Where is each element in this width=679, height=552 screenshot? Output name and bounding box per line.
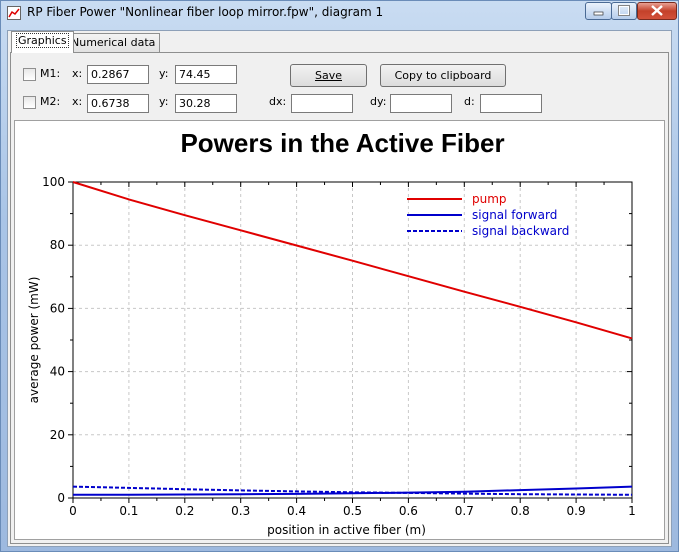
d-label: d:	[464, 95, 475, 108]
legend-label: pump	[472, 192, 507, 206]
graphics-panel: M1: x: y: M2: x: y: Save Copy to clipboa…	[10, 52, 669, 544]
maximize-button[interactable]	[611, 2, 637, 20]
m2-label: M2:	[40, 95, 61, 108]
close-button[interactable]	[637, 2, 677, 20]
x-tick-label: 0.4	[287, 504, 306, 518]
m2-y-label: y:	[159, 95, 169, 108]
chart-title: Powers in the Active Fiber	[180, 128, 504, 158]
tab-graphics-label: Graphics	[16, 33, 69, 48]
legend-label: signal forward	[472, 208, 557, 222]
y-tick-label: 80	[50, 238, 65, 252]
copy-button-label: Copy to clipboard	[394, 69, 492, 82]
x-tick-label: 0.2	[175, 504, 194, 518]
x-tick-label: 1	[628, 504, 636, 518]
m1-label: M1:	[40, 67, 61, 80]
app-icon	[7, 6, 21, 20]
x-tick-label: 0.3	[231, 504, 250, 518]
m2-checkbox[interactable]	[23, 96, 36, 109]
m2-y-field[interactable]	[175, 94, 237, 113]
close-icon	[651, 5, 663, 16]
y-tick-label: 100	[42, 175, 65, 189]
dx-field[interactable]	[291, 94, 353, 113]
minimize-button[interactable]	[585, 2, 612, 20]
m2-x-label: x:	[72, 95, 83, 108]
minimize-icon	[593, 11, 604, 16]
x-tick-label: 0.7	[455, 504, 474, 518]
title-bar[interactable]: RP Fiber Power "Nonlinear fiber loop mir…	[1, 1, 678, 25]
window-title: RP Fiber Power "Nonlinear fiber loop mir…	[27, 5, 384, 19]
d-field[interactable]	[480, 94, 542, 113]
m2-x-field[interactable]	[87, 94, 149, 113]
y-axis-label: average power (mW)	[27, 277, 41, 404]
x-tick-label: 0.5	[343, 504, 362, 518]
dx-label: dx:	[269, 95, 287, 108]
series-line-pump	[72, 181, 633, 340]
chart-svg[interactable]: Powers in the Active Fiber 0 0.1 0.2 0.3 0.4 0…	[15, 121, 664, 539]
x-tick-label: 0.1	[119, 504, 138, 518]
save-button[interactable]: Save	[290, 64, 367, 87]
copy-to-clipboard-button[interactable]: Copy to clipboard	[380, 64, 506, 87]
m1-x-label: x:	[72, 67, 83, 80]
y-tick-label: 60	[50, 301, 65, 315]
dy-label: dy:	[370, 95, 387, 108]
tab-graphics[interactable]: Graphics	[11, 31, 74, 53]
x-tick-label: 0.8	[511, 504, 530, 518]
m1-y-field[interactable]	[175, 65, 237, 84]
y-tick-label: 20	[50, 428, 65, 442]
x-tick-label: 0.6	[399, 504, 418, 518]
m1-y-label: y:	[159, 67, 169, 80]
series-line-signal-backward	[72, 485, 633, 496]
dy-field[interactable]	[390, 94, 452, 113]
m1-x-field[interactable]	[87, 65, 149, 84]
x-axis-label: position in active fiber (m)	[267, 523, 426, 537]
y-tick-label: 40	[50, 365, 65, 379]
client-area: Graphics Numerical data M1: x: y: M2: x:…	[7, 30, 672, 547]
save-button-label: Save	[314, 69, 342, 82]
legend-label: signal backward	[472, 224, 569, 238]
y-tick-label: 0	[57, 491, 65, 505]
tab-numerical-data[interactable]: Numerical data	[66, 33, 161, 52]
chart-area[interactable]: Powers in the Active Fiber 0 0.1 0.2 0.3 0.4 0…	[14, 120, 665, 540]
x-tick-label: 0.9	[567, 504, 586, 518]
m1-checkbox[interactable]	[23, 68, 36, 81]
x-tick-label: 0	[69, 504, 77, 518]
tab-numerical-data-label: Numerical data	[71, 36, 156, 49]
maximize-icon	[618, 5, 630, 16]
